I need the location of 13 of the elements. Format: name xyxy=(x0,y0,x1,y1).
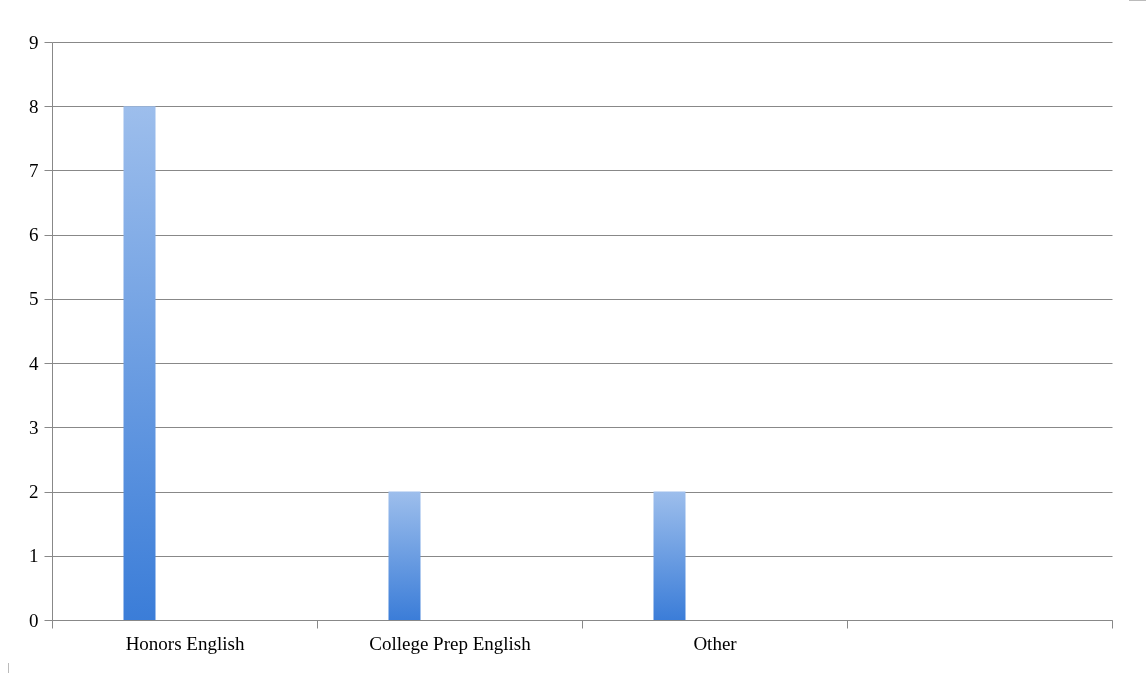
y-tick-label: 9 xyxy=(29,31,39,53)
y-tick-label: 0 xyxy=(29,609,39,631)
x-tick-label: College Prep English xyxy=(369,632,532,654)
y-tick-label: 5 xyxy=(29,288,39,310)
y-tick-label: 6 xyxy=(29,224,39,246)
y-tick-label: 1 xyxy=(29,545,39,567)
x-tick-label: Honors English xyxy=(125,632,245,654)
y-tick-label: 7 xyxy=(29,159,39,181)
y-tick-label: 3 xyxy=(29,416,39,438)
y-tick-label: 2 xyxy=(29,481,39,503)
y-tick-label: 4 xyxy=(29,352,39,374)
x-tick-label: Other xyxy=(693,632,738,654)
y-tick-label: 8 xyxy=(29,95,39,117)
